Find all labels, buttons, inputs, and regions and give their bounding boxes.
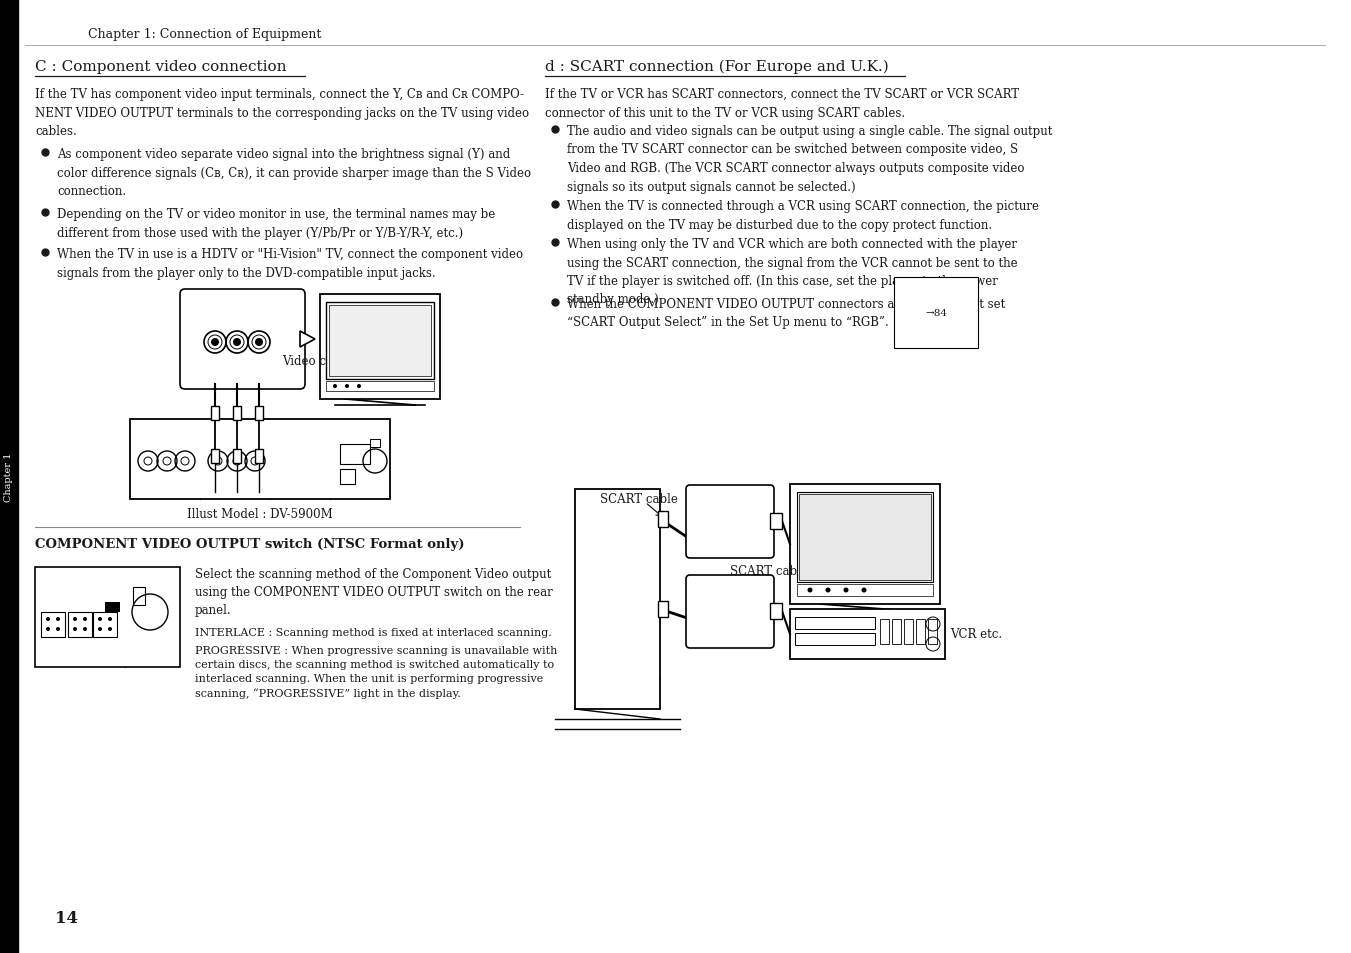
Text: PROGRESSIVE : When progressive scanning is unavailable with
certain discs, the s: PROGRESSIVE : When progressive scanning … [195,645,558,699]
Circle shape [55,618,59,621]
Circle shape [82,618,86,621]
Circle shape [357,385,361,389]
Bar [211,407,219,420]
Circle shape [108,627,112,631]
Bar [326,303,434,379]
Text: SCART cable: SCART cable [730,564,808,578]
Circle shape [55,627,59,631]
Bar [0,0,18,953]
Text: →84: →84 [925,309,947,317]
Bar [658,601,667,618]
Bar [130,419,390,499]
Bar [93,613,118,638]
Bar [255,450,263,463]
Text: When the TV in use is a HDTV or "Hi-Vision" TV, connect the component video
sign: When the TV in use is a HDTV or "Hi-Visi… [57,248,523,279]
Text: Select the scanning method of the Component Video output
using the COMPONENT VID: Select the scanning method of the Compon… [195,567,553,617]
Bar [794,634,875,645]
Bar [68,613,92,638]
Text: Chapter 1: Chapter 1 [4,452,14,501]
Bar [232,450,240,463]
Circle shape [808,588,812,593]
Bar [576,490,661,709]
Bar [132,587,145,605]
Text: d : SCART connection (For Europe and U.K.): d : SCART connection (For Europe and U.K… [544,60,889,74]
Bar [255,407,263,420]
Text: If the TV has component video input terminals, connect the Y, Cʙ and Cʀ COMPO-
N: If the TV has component video input term… [35,88,530,138]
Bar [35,567,180,667]
Text: C : Component video connection: C : Component video connection [35,60,286,74]
Circle shape [99,618,101,621]
Bar [41,613,65,638]
FancyBboxPatch shape [686,485,774,558]
Bar [105,602,120,613]
Text: Video cable: Video cable [282,355,351,368]
Bar [370,439,380,448]
Circle shape [99,627,101,631]
Text: When using only the TV and VCR which are both connected with the player
using th: When using only the TV and VCR which are… [567,237,1017,306]
Bar [790,609,944,659]
Text: SCART cable: SCART cable [600,493,678,505]
Circle shape [332,385,336,389]
Circle shape [843,588,848,593]
Bar [211,450,219,463]
Bar [797,584,934,597]
Bar [770,514,782,530]
Circle shape [82,627,86,631]
Bar [797,493,934,582]
Polygon shape [300,332,315,348]
Text: VCR etc.: VCR etc. [950,628,1002,640]
Circle shape [108,618,112,621]
Bar [340,444,370,464]
Bar [770,603,782,619]
FancyBboxPatch shape [686,576,774,648]
Text: When the TV is connected through a VCR using SCART connection, the picture
displ: When the TV is connected through a VCR u… [567,200,1039,232]
Text: Depending on the TV or video monitor in use, the terminal names may be
different: Depending on the TV or video monitor in … [57,208,496,239]
Circle shape [46,627,50,631]
Text: COMPONENT VIDEO OUTPUT switch (NTSC Format only): COMPONENT VIDEO OUTPUT switch (NTSC Form… [35,537,465,551]
Circle shape [255,338,263,347]
Circle shape [211,338,219,347]
Bar [326,381,434,392]
Text: If the TV or VCR has SCART connectors, connect the TV SCART or VCR SCART
connect: If the TV or VCR has SCART connectors, c… [544,88,1019,119]
Circle shape [825,588,831,593]
Bar [330,306,431,376]
Text: 14: 14 [55,909,78,926]
Bar [892,619,901,644]
Text: Illust Model : DV-5900M: Illust Model : DV-5900M [188,507,332,520]
Circle shape [232,338,240,347]
Bar [904,619,913,644]
Circle shape [46,618,50,621]
Bar [320,294,440,399]
Text: When the COMPONENT VIDEO OUTPUT connectors are used, do not set
“SCART Output Se: When the COMPONENT VIDEO OUTPUT connecto… [567,297,1005,329]
Circle shape [73,618,77,621]
Circle shape [862,588,866,593]
Text: INTERLACE : Scanning method is fixed at interlaced scanning.: INTERLACE : Scanning method is fixed at … [195,627,551,638]
Bar [794,618,875,629]
Text: As component video separate video signal into the brightness signal (Y) and
colo: As component video separate video signal… [57,148,531,198]
Text: The audio and video signals can be output using a single cable. The signal outpu: The audio and video signals can be outpu… [567,125,1052,193]
Bar [798,495,931,580]
Bar [658,512,667,527]
Bar [790,484,940,604]
Bar [232,407,240,420]
Bar [340,470,355,484]
Circle shape [73,627,77,631]
Bar [916,619,925,644]
Circle shape [345,385,349,389]
Bar [880,619,889,644]
FancyBboxPatch shape [180,290,305,390]
Bar [928,619,938,644]
Text: Chapter 1: Connection of Equipment: Chapter 1: Connection of Equipment [88,28,322,41]
